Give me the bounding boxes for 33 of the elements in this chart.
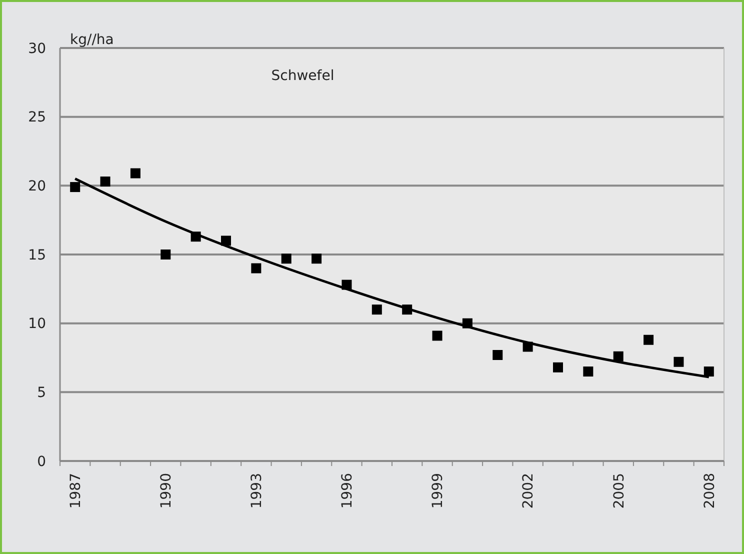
y-tick-label: 0 bbox=[37, 454, 46, 470]
point bbox=[613, 351, 624, 362]
y-tick-label: 15 bbox=[28, 247, 46, 264]
y-tick-label: 25 bbox=[28, 110, 46, 126]
y-tick-label: 10 bbox=[28, 316, 46, 332]
y-tick-label: 20 bbox=[28, 178, 46, 195]
y-tick-label: 30 bbox=[28, 40, 46, 57]
x-tick-label: 2008 bbox=[702, 473, 718, 509]
x-tick-label: 1990 bbox=[158, 473, 175, 509]
point bbox=[583, 366, 594, 377]
point bbox=[312, 254, 322, 264]
point bbox=[281, 254, 292, 264]
x-tick-label: 2002 bbox=[520, 473, 537, 509]
point bbox=[674, 356, 684, 367]
x-tick-label: 1987 bbox=[68, 473, 84, 509]
point bbox=[492, 350, 503, 360]
text: Schwefel bbox=[271, 68, 334, 84]
y-axis-title: kg//ha bbox=[70, 32, 114, 48]
point bbox=[251, 263, 262, 274]
point bbox=[70, 182, 80, 192]
point bbox=[553, 362, 563, 372]
point bbox=[160, 250, 171, 260]
x-tick-label: 1993 bbox=[249, 473, 266, 509]
point bbox=[704, 366, 714, 377]
y-tick-label: 5 bbox=[37, 385, 46, 402]
point bbox=[432, 330, 442, 341]
x-tick-label: 2005 bbox=[611, 473, 628, 509]
x-tick-label: 1999 bbox=[430, 473, 446, 509]
point bbox=[100, 176, 110, 187]
point bbox=[130, 168, 140, 178]
point bbox=[644, 334, 654, 345]
point bbox=[372, 304, 382, 315]
x-tick-label: 1996 bbox=[340, 472, 356, 509]
